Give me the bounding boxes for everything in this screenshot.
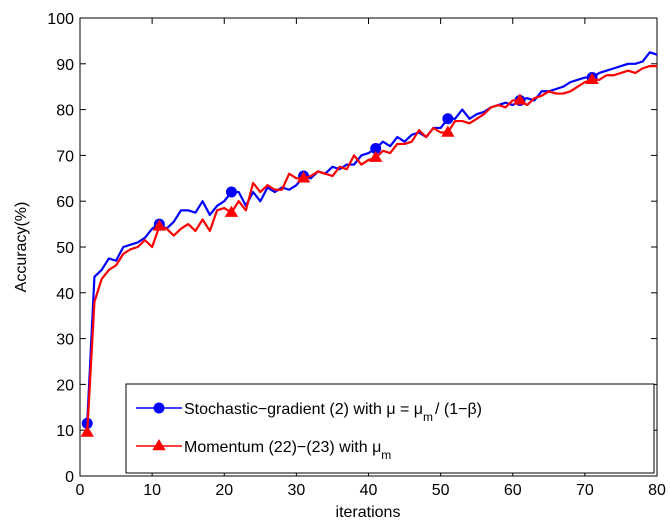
x-tick-label: 40 <box>360 482 378 499</box>
data-point-marker <box>296 171 311 183</box>
x-tick-label: 10 <box>143 482 161 499</box>
legend-label-main: Momentum (22)−(23) with μ <box>184 439 381 456</box>
data-point-marker <box>585 72 599 85</box>
x-tick-label: 30 <box>287 482 305 499</box>
legend-label-suffix: / (1−β) <box>435 401 482 418</box>
y-tick-label: 0 <box>65 469 74 486</box>
data-point-marker <box>80 425 94 437</box>
data-point-marker <box>369 150 383 162</box>
data-point-marker <box>224 205 239 217</box>
legend-entry-0: Stochastic−gradient (2) with μ = μm / (1−… <box>136 401 482 424</box>
y-tick-label: 70 <box>56 148 74 165</box>
legend: Stochastic−gradient (2) with μ = μm / (1−… <box>125 383 655 474</box>
x-tick-label: 80 <box>648 482 666 499</box>
series-1 <box>80 64 657 437</box>
y-tick-label: 100 <box>47 11 74 28</box>
y-tick-label: 80 <box>56 103 74 120</box>
legend-label-subscript: m <box>381 448 391 462</box>
legend-label: Stochastic−gradient (2) with μ = μm / (1−… <box>184 401 482 424</box>
legend-label-main: Stochastic−gradient (2) with μ = μ <box>184 401 423 418</box>
legend-label: Momentum (22)−(23) with μm <box>184 439 391 462</box>
y-tick-label: 20 <box>56 377 74 394</box>
data-point-marker <box>513 93 527 105</box>
y-tick-label: 40 <box>56 286 74 303</box>
x-tick-label: 0 <box>76 482 85 499</box>
legend-entry-1: Momentum (22)−(23) with μm <box>136 439 391 462</box>
legend-label-subscript: m <box>423 410 433 424</box>
data-point-marker <box>441 125 455 137</box>
data-point-marker <box>442 113 454 125</box>
series-layer <box>80 51 658 437</box>
data-point-marker <box>225 186 237 198</box>
x-tick-label: 70 <box>576 482 594 499</box>
axes: 0 10 20 30 40 50 60 70 80 0 10 20 30 40 50 60 70 80 90 100 <box>47 11 666 499</box>
y-tick-label: 50 <box>56 240 74 257</box>
y-axis-label: Accuracy(%) <box>13 202 30 293</box>
x-tick-label: 50 <box>432 482 450 499</box>
y-tick-label: 90 <box>56 57 74 74</box>
x-axis-label: iterations <box>336 504 401 521</box>
y-tick-label: 10 <box>56 423 74 440</box>
y-tick-label: 30 <box>56 332 74 349</box>
x-tick-label: 20 <box>215 482 233 499</box>
y-tick-label: 60 <box>56 194 74 211</box>
legend-box <box>125 383 655 474</box>
data-point-marker <box>370 143 382 155</box>
x-tick-label: 60 <box>504 482 522 499</box>
legend-marker <box>153 402 165 414</box>
data-point-marker <box>152 219 166 231</box>
legend-marker <box>152 439 166 451</box>
